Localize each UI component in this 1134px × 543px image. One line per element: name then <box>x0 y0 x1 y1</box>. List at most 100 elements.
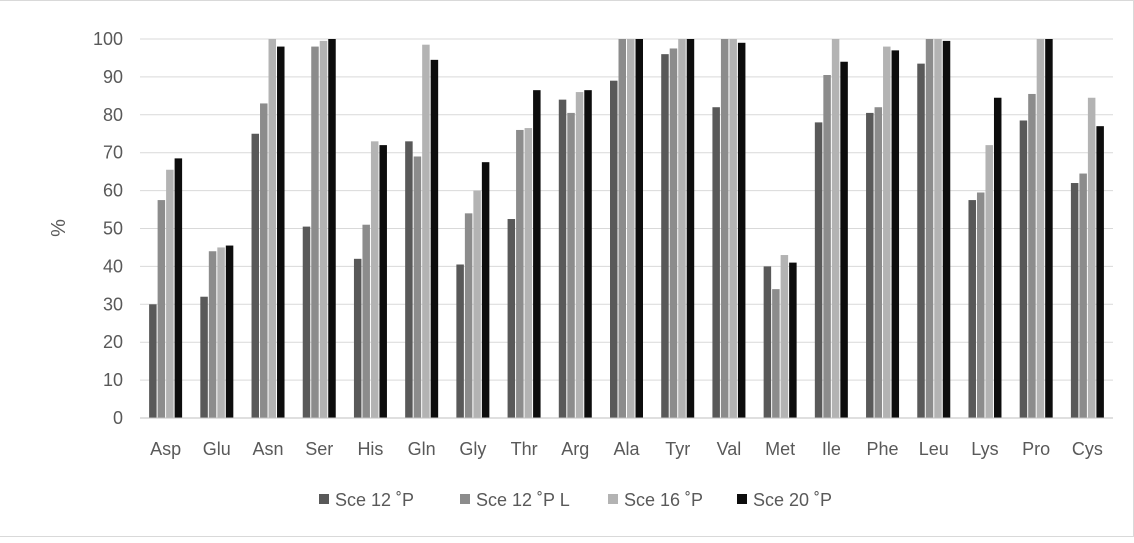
bar-asn-series-4 <box>277 46 285 419</box>
gridlines <box>140 38 1113 381</box>
bar-gly-series-4 <box>481 162 490 418</box>
bar-gln-series-4 <box>430 59 439 418</box>
legend-item: Sce 12 ˚P L <box>460 490 570 510</box>
bar-cys-series-1 <box>1070 183 1079 418</box>
x-tick-label: Ile <box>822 439 841 459</box>
y-tick-label: 90 <box>103 67 123 87</box>
bar-met-series-2 <box>772 289 780 418</box>
x-tick-label: Val <box>717 439 742 459</box>
bar-gly-series-2 <box>464 213 473 418</box>
bar-met-series-1 <box>763 266 772 418</box>
x-tick-label: Cys <box>1072 439 1103 459</box>
bar-arg-series-2 <box>567 112 575 418</box>
x-tick-label: Met <box>765 439 795 459</box>
x-axis-ticks: Asp Glu Asn Ser His Gln Gly Thr Arg Ala Tyr Val Met I… <box>150 439 1103 459</box>
bar-gly-series-1 <box>456 264 464 418</box>
bar-ala-series-2 <box>618 39 626 418</box>
y-tick-label: 100 <box>93 29 123 49</box>
bar-arg-series-1 <box>558 99 567 418</box>
bar-cys-series-4 <box>1096 126 1104 419</box>
bar-glu-series-4 <box>225 245 234 418</box>
bar-his-series-4 <box>379 145 387 418</box>
bar-ile-series-2 <box>823 75 831 418</box>
bar-phe-series-3 <box>883 46 891 419</box>
bar-ala-series-3 <box>627 39 635 418</box>
bar-lys-series-3 <box>985 145 993 418</box>
bar-pro-series-4 <box>1045 39 1053 418</box>
legend-swatch <box>460 494 470 504</box>
bar-thr-series-2 <box>516 129 524 418</box>
bar-asn-series-3 <box>268 39 277 418</box>
bar-leu-series-3 <box>934 39 942 418</box>
bar-val-series-2 <box>720 39 729 418</box>
y-tick-label: 80 <box>103 105 123 125</box>
legend-label: Sce 12 ˚P L <box>476 490 570 510</box>
bar-ser-series-4 <box>328 39 336 418</box>
bar-leu-series-4 <box>942 40 951 419</box>
bar-lys-series-2 <box>976 192 985 418</box>
x-tick-label: Phe <box>867 439 899 459</box>
bar-val-series-3 <box>729 39 737 418</box>
legend-item: Sce 16 ˚P <box>608 490 703 510</box>
x-tick-label: Tyr <box>665 439 690 459</box>
bar-ile-series-4 <box>840 61 848 419</box>
bar-phe-series-2 <box>874 107 883 418</box>
bar-ser-series-3 <box>319 40 328 419</box>
x-tick-label: Leu <box>919 439 949 459</box>
legend-label: Sce 20 ˚P <box>753 490 832 510</box>
bar-tyr-series-1 <box>661 54 669 418</box>
legend-label: Sce 12 ˚P <box>335 490 414 510</box>
bar-val-series-4 <box>737 42 746 418</box>
bar-gln-series-1 <box>405 141 413 418</box>
y-tick-label: 70 <box>103 143 123 163</box>
x-tick-label: Thr <box>511 439 538 459</box>
legend-swatch <box>319 494 329 504</box>
x-tick-label: Gln <box>408 439 436 459</box>
x-tick-label: His <box>357 439 383 459</box>
y-axis-label: % <box>48 219 70 237</box>
y-tick-label: 10 <box>103 370 123 390</box>
bar-pro-series-2 <box>1028 93 1036 418</box>
bar-gln-series-2 <box>413 156 422 419</box>
bar-arg-series-4 <box>584 90 592 418</box>
bar-leu-series-2 <box>925 39 934 418</box>
bar-ile-series-3 <box>831 39 840 418</box>
bar-ile-series-1 <box>814 122 823 418</box>
x-tick-label: Gly <box>459 439 486 459</box>
bar-met-series-4 <box>789 262 797 418</box>
legend-label: Sce 16 ˚P <box>624 490 703 510</box>
bar-tyr-series-4 <box>686 39 695 418</box>
legend: Sce 12 ˚P Sce 12 ˚P L Sce 16 ˚P Sce 20 ˚P <box>319 490 832 510</box>
legend-swatch <box>608 494 618 504</box>
bar-ala-series-4 <box>635 39 643 418</box>
bar-ala-series-1 <box>610 80 618 418</box>
bar-phe-series-4 <box>891 50 900 419</box>
bar-glu-series-1 <box>200 296 208 418</box>
bar-asn-series-1 <box>251 133 260 418</box>
legend-item: Sce 20 ˚P <box>737 490 832 510</box>
bar-gln-series-3 <box>422 44 430 419</box>
bar-his-series-3 <box>370 141 379 418</box>
x-tick-label: Asp <box>150 439 181 459</box>
x-tick-label: Asn <box>253 439 284 459</box>
bar-leu-series-1 <box>917 63 925 418</box>
bar-glu-series-3 <box>217 247 225 418</box>
y-axis-ticks: 0 10 20 30 40 50 60 70 80 90 100 <box>93 29 123 428</box>
x-tick-label: Ser <box>305 439 333 459</box>
bar-cys-series-2 <box>1079 173 1087 418</box>
bar-asp-series-3 <box>166 169 174 418</box>
bar-phe-series-1 <box>866 112 874 418</box>
y-tick-label: 60 <box>103 181 123 201</box>
bar-asp-series-1 <box>149 304 157 418</box>
bar-cys-series-3 <box>1087 97 1096 419</box>
bar-arg-series-3 <box>575 92 584 418</box>
bar-pro-series-3 <box>1036 39 1045 418</box>
bar-gly-series-3 <box>473 190 481 418</box>
bar-lys-series-1 <box>968 200 976 418</box>
bar-tyr-series-2 <box>669 48 678 418</box>
bar-glu-series-2 <box>208 251 217 418</box>
y-tick-label: 40 <box>103 256 123 276</box>
bars <box>149 39 1104 419</box>
y-tick-label: 20 <box>103 332 123 352</box>
